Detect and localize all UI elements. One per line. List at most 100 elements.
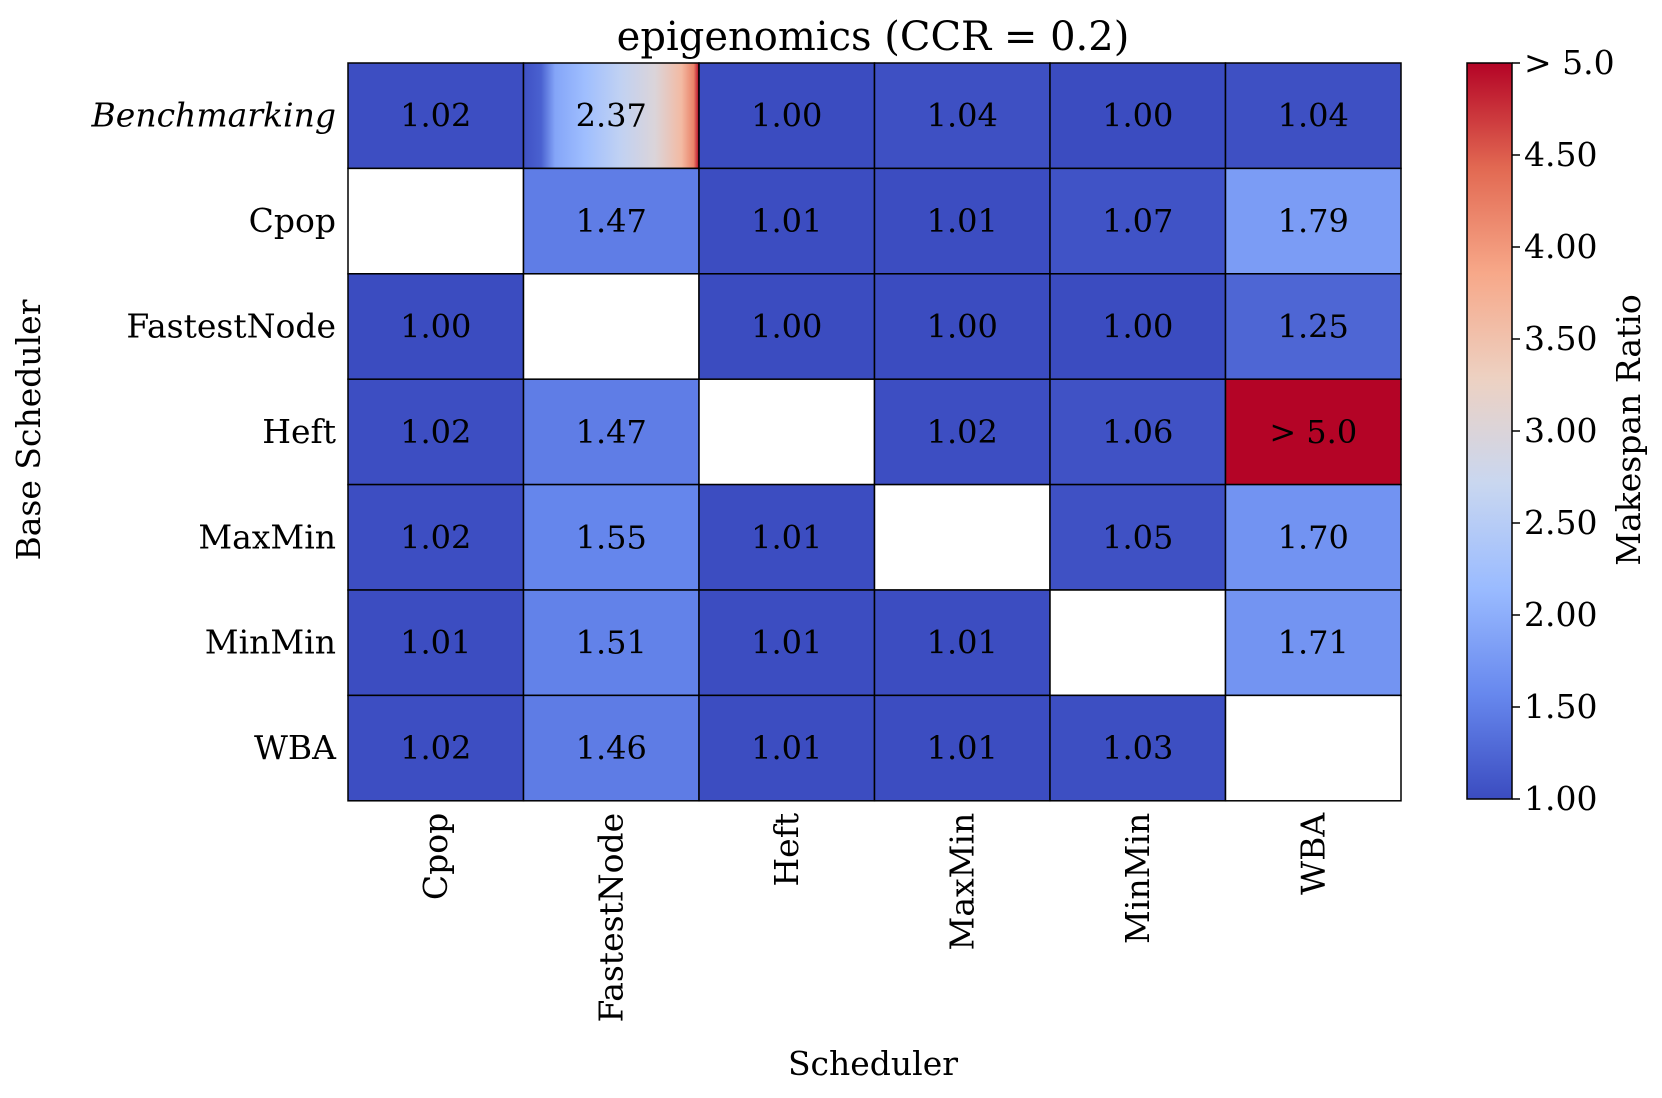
cell-value-label: 1.01	[927, 202, 998, 240]
heatmap-cell	[873, 62, 1051, 170]
cell-value-label: 1.47	[576, 202, 647, 240]
y-tick-label: Cpop	[249, 201, 336, 240]
heatmap-cell	[873, 483, 1051, 591]
cell-value-label: 1.01	[751, 202, 822, 240]
cell-value-label: 1.79	[1278, 202, 1349, 240]
colorbar-tick-label: 2.00	[1524, 595, 1597, 634]
y-tick-label: FastestNode	[126, 307, 336, 346]
colorbar-label: Makespan Ratio	[1609, 294, 1648, 565]
y-tick-label: MinMin	[205, 623, 336, 662]
heatmap-cell	[347, 273, 525, 380]
colorbar-tick-label: 3.00	[1524, 411, 1597, 450]
cell-value-label: 2.37	[576, 97, 647, 135]
heatmap-cell	[1224, 694, 1402, 802]
heatmap-cell	[347, 589, 525, 697]
cell-value-label: 1.01	[751, 729, 822, 767]
cell-value-label: > 5.0	[1269, 413, 1357, 451]
cell-value-label: 1.00	[1102, 97, 1173, 135]
cell-value-label: 1.01	[927, 624, 998, 662]
x-axis-label: Scheduler	[788, 1044, 958, 1083]
cell-value-label: 1.70	[1278, 518, 1349, 556]
y-tick-label: Heft	[262, 412, 336, 451]
heatmap-cell	[1049, 378, 1227, 486]
heatmap-cell	[347, 167, 525, 275]
colorbar-tick-label: 3.50	[1524, 319, 1597, 358]
colorbar-ticks: 1.00 1.50 2.00 2.50 3.00 3.50 4.00 4.50 > 5.0	[1512, 43, 1615, 818]
colorbar-tick-label: 1.50	[1524, 687, 1597, 726]
colorbar-tick-label: 4.00	[1524, 227, 1597, 266]
heatmap-cell	[522, 378, 700, 486]
cell-value-label: 1.03	[1102, 729, 1173, 767]
chart-title: epigenomics (CCR = 0.2)	[617, 14, 1130, 60]
y-tick-labels: Benchmarking Cpop FastestNode Heft MaxMin Min…	[91, 96, 338, 767]
heatmap-cell	[347, 483, 525, 591]
x-tick-label: Cpop	[416, 813, 455, 900]
cell-value-label: 1.00	[751, 308, 822, 346]
heatmap-cell	[1049, 62, 1227, 170]
cell-value-label: 1.01	[751, 624, 822, 662]
x-tick-label: MinMin	[1118, 813, 1157, 944]
heatmap-cell	[698, 62, 876, 170]
heatmap-cell	[873, 378, 1051, 486]
cell-value-label: 1.00	[400, 308, 471, 346]
heatmap-cell	[1049, 694, 1227, 802]
cell-value-label: 1.00	[1102, 308, 1173, 346]
x-tick-label: WBA	[1293, 812, 1332, 895]
y-axis-label: Base Scheduler	[9, 299, 48, 560]
heatmap-cell	[1224, 167, 1402, 275]
heatmap-cell	[1224, 273, 1402, 380]
heatmap-cell	[698, 167, 876, 275]
heatmap-cell	[698, 694, 876, 802]
cell-value-label: 1.51	[576, 624, 647, 662]
colorbar	[1466, 62, 1513, 800]
cell-value-label: 1.25	[1278, 308, 1349, 346]
colorbar-tick-label: 4.50	[1524, 135, 1597, 174]
cell-value-label: 1.04	[927, 97, 998, 135]
heatmap-cell	[873, 273, 1051, 380]
heatmap-cell	[347, 378, 525, 486]
cell-value-label: 1.05	[1102, 518, 1173, 556]
cell-value-label: 1.02	[400, 97, 471, 135]
x-tick-label: Heft	[767, 813, 806, 887]
heatmap-cell	[698, 378, 876, 486]
cell-value-label: 1.01	[927, 729, 998, 767]
heatmap-cell	[698, 589, 876, 697]
heatmap-cell	[1224, 62, 1402, 170]
cell-labels: 1.02 2.37 1.00 1.04 1.00 1.04 1.47 1.01 1.01 1.07…	[400, 97, 1357, 767]
x-tick-label: MaxMin	[942, 813, 981, 951]
x-tick-label: FastestNode	[591, 813, 630, 1023]
heatmap-cell	[522, 62, 700, 170]
cell-value-label: 1.02	[400, 518, 471, 556]
cell-value-label: 1.01	[400, 624, 471, 662]
heatmap-cell	[522, 483, 700, 591]
y-tick-label: Benchmarking	[91, 96, 336, 135]
cell-value-label: 1.06	[1102, 413, 1173, 451]
cell-value-label: 1.71	[1278, 624, 1349, 662]
y-tick-label: MaxMin	[198, 517, 336, 556]
heatmap-cell	[522, 273, 700, 380]
cell-value-label: 1.01	[751, 518, 822, 556]
x-tick-labels: Cpop FastestNode Heft MaxMin MinMin WBA	[416, 812, 1333, 1023]
heatmap-cell	[698, 273, 876, 380]
heatmap-cell	[1049, 273, 1227, 380]
colorbar-tick-label: 2.50	[1524, 503, 1597, 542]
cell-value-label: 1.02	[400, 729, 471, 767]
colorbar-tick-label: > 5.0	[1524, 43, 1615, 82]
heatmap-cell	[1224, 483, 1402, 591]
heatmap-grid	[347, 62, 1402, 802]
heatmap-cell	[873, 694, 1051, 802]
cell-value-label: 1.00	[751, 97, 822, 135]
cell-value-label: 1.04	[1278, 97, 1349, 135]
cell-value-label: 1.00	[927, 308, 998, 346]
cell-value-label: 1.02	[400, 413, 471, 451]
heatmap-cell	[1049, 589, 1227, 697]
heatmap-cell	[1224, 378, 1402, 486]
cell-value-label: 1.55	[576, 518, 647, 556]
colorbar-tick-label: 1.00	[1524, 779, 1597, 818]
cell-value-label: 1.46	[576, 729, 647, 767]
heatmap-cell	[522, 589, 700, 697]
cell-value-label: 1.02	[927, 413, 998, 451]
heatmap-cell	[1049, 167, 1227, 275]
cell-value-label: 1.47	[576, 413, 647, 451]
